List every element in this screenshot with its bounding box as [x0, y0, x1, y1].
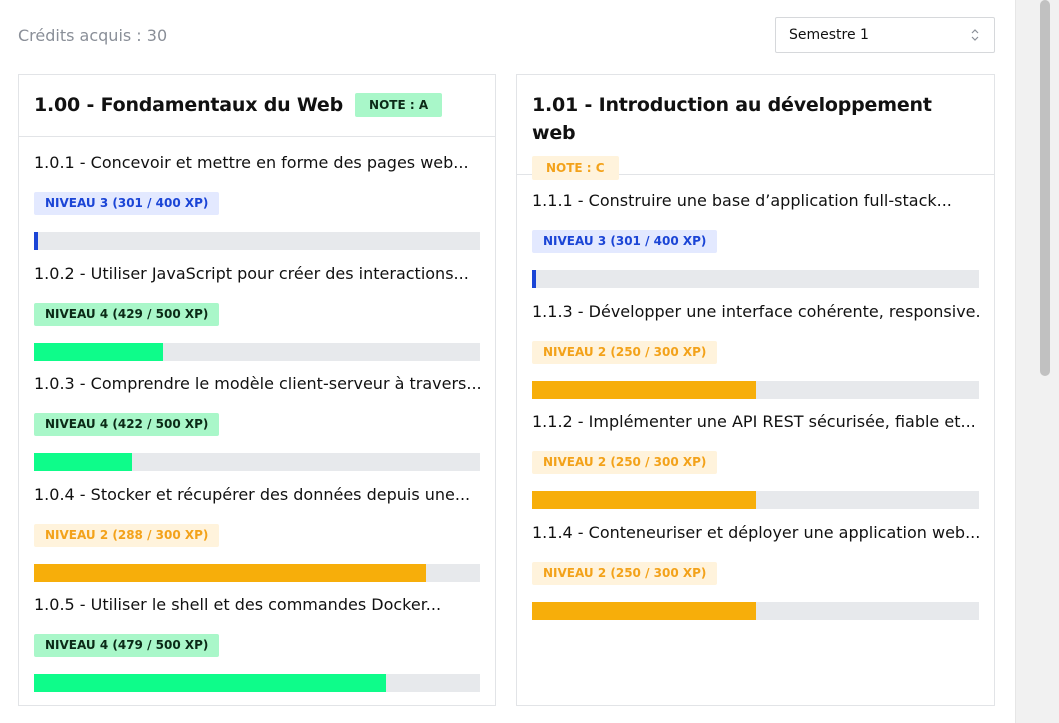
skill-item[interactable]: 1.1.2 - Implémenter une API REST sécuris…	[532, 396, 979, 509]
skill-title: 1.0.5 - Utiliser le shell et des command…	[34, 595, 442, 614]
skill-title: 1.1.4 - Conteneuriser et déployer une ap…	[532, 522, 981, 542]
module-header: 1.00 - Fondamentaux du Web NOTE : A	[19, 75, 495, 137]
vertical-scrollbar[interactable]	[1015, 0, 1059, 723]
chevron-updown-icon	[971, 29, 979, 41]
skill-title: 1.0.1 - Concevoir et mettre en forme des…	[34, 153, 469, 172]
skill-item[interactable]: 1.0.4 - Stocker et récupérer des données…	[34, 469, 480, 582]
skill-item[interactable]: 1.1.1 - Construire une base d’applicatio…	[532, 175, 979, 288]
skill-item[interactable]: 1.1.3 - Développer une interface cohéren…	[532, 286, 982, 399]
xp-progress-fill	[34, 232, 39, 250]
skill-item[interactable]: 1.0.1 - Concevoir et mettre en forme des…	[34, 137, 480, 250]
level-badge: NIVEAU 3 (301 / 400 XP)	[532, 230, 718, 253]
xp-progress-fill	[34, 563, 427, 582]
xp-progress-bar	[34, 342, 480, 361]
skill-title: 1.0.3 - Comprendre le modèle client-serv…	[34, 374, 482, 393]
level-badge: NIVEAU 4 (422 / 500 XP)	[34, 413, 220, 436]
skill-list: 1.1.1 - Construire une base d’applicatio…	[517, 175, 994, 620]
xp-progress-fill	[532, 601, 756, 620]
xp-progress-bar	[34, 563, 480, 582]
level-badge: NIVEAU 2 (250 / 300 XP)	[532, 561, 718, 585]
semester-select[interactable]: Semestre 1	[775, 17, 995, 53]
level-badge: NIVEAU 3 (301 / 400 XP)	[34, 192, 220, 215]
xp-progress-fill	[34, 674, 387, 692]
level-badge: NIVEAU 2 (250 / 300 XP)	[532, 340, 718, 364]
xp-progress-fill	[532, 491, 756, 509]
xp-progress-fill	[532, 380, 756, 399]
module-card: 1.00 - Fondamentaux du Web NOTE : A 1.0.…	[18, 74, 496, 706]
skill-title: 1.0.2 - Utiliser JavaScript pour créer d…	[34, 263, 469, 283]
skill-title: 1.0.4 - Stocker et récupérer des données…	[34, 484, 471, 504]
xp-progress-bar	[532, 601, 979, 620]
skill-item[interactable]: 1.0.3 - Comprendre le modèle client-serv…	[34, 358, 482, 471]
skill-title: 1.1.3 - Développer une interface cohéren…	[532, 301, 982, 321]
skill-title: 1.1.1 - Construire une base d’applicatio…	[532, 191, 952, 210]
xp-progress-bar	[532, 491, 979, 509]
skill-item[interactable]: 1.0.2 - Utiliser JavaScript pour créer d…	[34, 248, 480, 361]
module-title: 1.01 - Introduction au développement web	[532, 94, 932, 144]
level-badge: NIVEAU 2 (250 / 300 XP)	[532, 451, 718, 474]
level-badge: NIVEAU 4 (479 / 500 XP)	[34, 634, 220, 657]
xp-progress-bar	[532, 380, 979, 399]
xp-progress-bar	[34, 453, 480, 471]
xp-progress-fill	[532, 270, 537, 288]
module-header: 1.01 - Introduction au développement web…	[517, 75, 994, 180]
semester-select-value: Semestre 1	[789, 27, 869, 43]
module-grade-badge: NOTE : A	[355, 93, 443, 117]
level-badge: NIVEAU 2 (288 / 300 XP)	[34, 523, 220, 547]
skill-list: 1.0.1 - Concevoir et mettre en forme des…	[19, 137, 495, 692]
skill-title: 1.1.2 - Implémenter une API REST sécuris…	[532, 412, 976, 431]
module-title: 1.00 - Fondamentaux du Web	[34, 94, 344, 116]
credits-earned: Crédits acquis : 30	[18, 26, 168, 45]
module-grade-badge: NOTE : C	[532, 156, 619, 180]
level-badge: NIVEAU 4 (429 / 500 XP)	[34, 302, 220, 326]
xp-progress-bar	[34, 232, 480, 250]
xp-progress-bar	[532, 270, 979, 288]
scrollbar-thumb[interactable]	[1040, 0, 1050, 376]
xp-progress-bar	[34, 674, 480, 692]
skill-item[interactable]: 1.1.4 - Conteneuriser et déployer une ap…	[532, 507, 981, 620]
module-card: 1.01 - Introduction au développement web…	[516, 74, 995, 706]
skill-item[interactable]: 1.0.5 - Utiliser le shell et des command…	[34, 579, 480, 692]
xp-progress-fill	[34, 453, 133, 471]
xp-progress-fill	[34, 342, 164, 361]
